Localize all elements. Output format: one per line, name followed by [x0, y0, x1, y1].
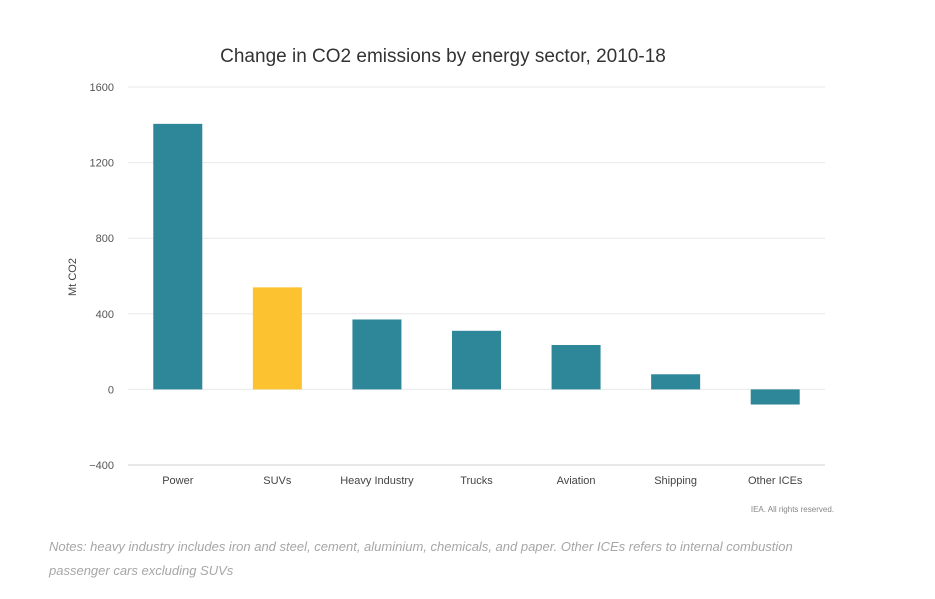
bar-aviation [551, 344, 601, 390]
y-tick-label: −400 [89, 460, 114, 472]
gridlines [128, 86, 825, 466]
y-tick-label: 800 [96, 233, 114, 245]
chart-notes: Notes: heavy industry includes iron and … [49, 539, 793, 578]
x-tick-label: Other ICEs [748, 475, 803, 487]
bar-suvs [252, 287, 302, 390]
y-axis-ticks: −400 0 400 800 1200 1600 [89, 82, 114, 472]
chart-title: Change in CO2 emissions by energy sector… [220, 46, 666, 67]
bars [153, 123, 800, 405]
x-tick-label: Aviation [557, 475, 596, 487]
bar-shipping [651, 374, 701, 390]
x-tick-label: Heavy Industry [340, 475, 414, 487]
y-tick-label: 0 [108, 384, 114, 396]
x-tick-label: Trucks [460, 475, 493, 487]
credit-text: IEA. All rights reserved. [751, 505, 834, 514]
x-tick-label: Power [162, 475, 194, 487]
bar-power [153, 123, 203, 390]
x-axis-categories: Power SUVs Heavy Industry Trucks Aviation Shi… [162, 475, 803, 487]
y-tick-label: 1200 [90, 158, 114, 170]
y-axis-label: Mt CO2 [67, 258, 79, 296]
bar-heavy-industry [352, 319, 402, 390]
x-tick-label: SUVs [263, 475, 292, 487]
x-tick-label: Shipping [654, 475, 697, 487]
y-tick-label: 1600 [90, 82, 114, 94]
y-tick-label: 400 [96, 309, 114, 321]
bar-trucks [452, 330, 501, 390]
bar-other-ices [750, 389, 800, 405]
